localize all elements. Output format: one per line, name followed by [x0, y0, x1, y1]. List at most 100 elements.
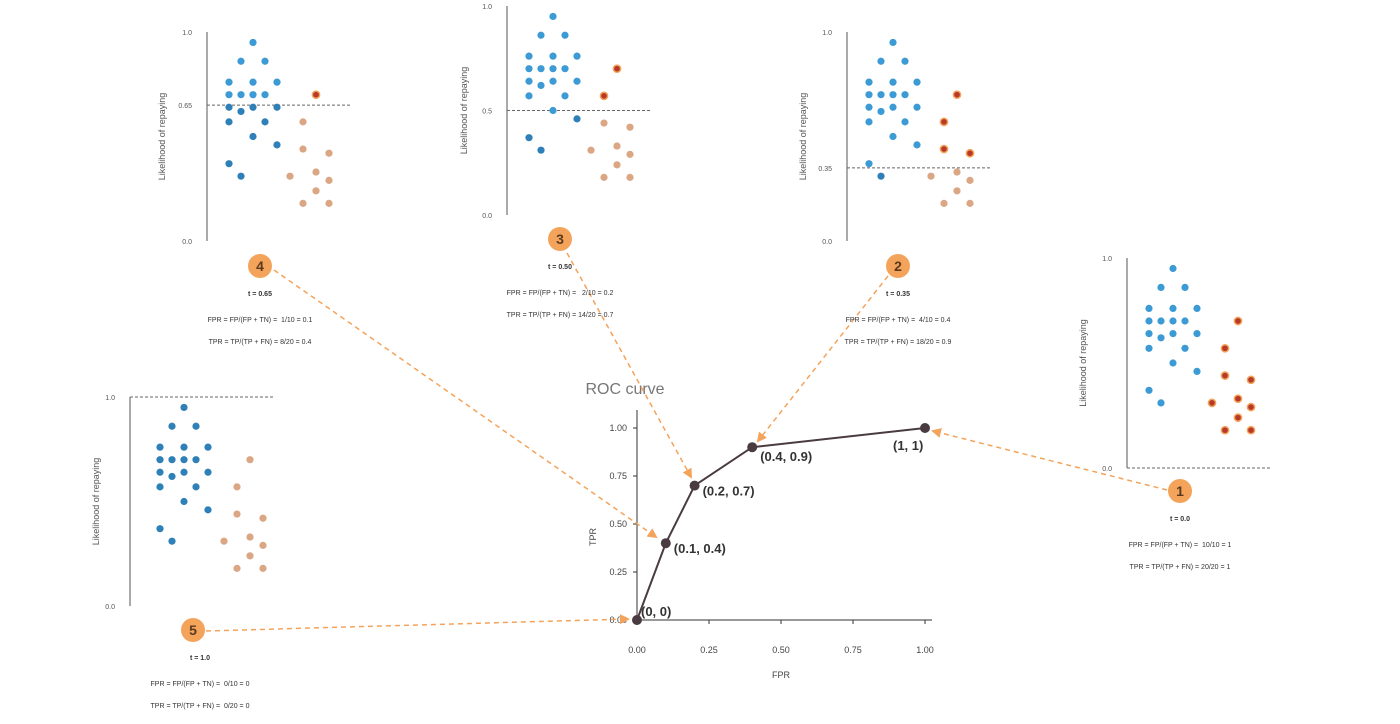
- negative-point: [325, 199, 333, 207]
- threshold-panel-5: Likelihood of repaying 0.0 1.0 5 t = 1.0 FPR …: [91, 395, 275, 710]
- roc-y-label: TPR: [588, 527, 598, 546]
- roc-x-tick-label: 0.00: [628, 645, 646, 655]
- positive-point: [249, 38, 257, 47]
- positive-point: [525, 52, 533, 60]
- positive-point: [168, 422, 176, 430]
- positive-point: [237, 107, 245, 116]
- positive-point: [865, 160, 873, 168]
- positive-point: [168, 537, 176, 545]
- negative-point: [953, 187, 961, 195]
- roc-point-label: (0.1, 0.4): [674, 541, 726, 556]
- positive-point: [549, 65, 557, 73]
- positive-point: [1181, 283, 1189, 291]
- positive-point: [204, 506, 212, 514]
- roc-chart: ROC curve 0.00 0.25 0.50 0.75 1.00 0.00 0.25 0…: [585, 381, 933, 680]
- threshold-panel-3: Likelihood of repaying 1.0 0.0 0.5 3 t = 0.50…: [459, 4, 652, 319]
- positive-point: [877, 107, 885, 116]
- positive-point: [204, 443, 212, 451]
- panel-y-label: Likelihood of repaying: [459, 67, 469, 155]
- positive-point: [1181, 344, 1189, 352]
- positive-point: [889, 38, 897, 47]
- positive-point: [168, 456, 176, 464]
- positive-point: [889, 132, 897, 141]
- positive-point: [1169, 264, 1177, 273]
- roc-y-tick-label: 0.75: [609, 471, 627, 481]
- positive-point: [913, 103, 921, 111]
- positive-point: [865, 91, 873, 99]
- negative-point: [626, 150, 634, 158]
- positive-point: [913, 78, 921, 86]
- positive-point: [537, 81, 545, 90]
- positive-point: [537, 65, 545, 73]
- negative-point: [311, 90, 321, 100]
- fpr-formula: FPR = FP/(FP + TN) = 1/10 = 0.1: [208, 317, 313, 324]
- positive-point: [889, 103, 897, 111]
- negative-point: [626, 173, 634, 181]
- positive-point: [889, 78, 897, 86]
- negative-point: [233, 483, 241, 491]
- positive-point: [261, 57, 269, 65]
- positive-point: [901, 57, 909, 65]
- positive-point: [1181, 317, 1189, 325]
- roc-point: [747, 442, 758, 453]
- roc-x-tick-label: 0.75: [844, 645, 862, 655]
- positive-point: [877, 172, 885, 180]
- roc-point-label: (0.4, 0.9): [760, 449, 812, 464]
- panel-y-label: Likelihood of repaying: [91, 458, 101, 546]
- threshold-panel-4: Likelihood of repaying 1.0 0.0 0.65 4 t = 0.6…: [157, 30, 352, 346]
- positive-point: [1157, 317, 1165, 325]
- positive-point: [225, 160, 233, 168]
- step-badge-number: 1: [1176, 483, 1184, 499]
- positive-point: [168, 472, 176, 481]
- negative-point: [220, 537, 228, 545]
- arrow: [756, 275, 889, 443]
- negative-point: [613, 161, 621, 169]
- negative-point: [246, 552, 254, 560]
- positive-point: [192, 456, 200, 464]
- positive-point: [180, 443, 188, 451]
- negative-point: [600, 173, 608, 181]
- positive-point: [249, 91, 257, 99]
- positive-point: [561, 92, 569, 100]
- positive-point: [156, 456, 164, 464]
- negative-point: [612, 64, 622, 74]
- roc-x-tick-label: 0.25: [700, 645, 718, 655]
- positive-point: [525, 134, 533, 142]
- positive-point: [877, 57, 885, 65]
- step-badge-number: 3: [556, 231, 564, 247]
- positive-point: [573, 115, 581, 123]
- threshold-label: 0.65: [178, 103, 192, 110]
- negative-point: [600, 119, 608, 127]
- roc-point: [689, 480, 700, 491]
- negative-point: [966, 176, 974, 184]
- panel-y-top-label: 1.0: [182, 30, 192, 37]
- positive-point: [1169, 330, 1177, 338]
- panel-y-bottom-label: 0.0: [182, 239, 192, 246]
- positive-point: [1145, 330, 1153, 338]
- arrow: [566, 252, 692, 479]
- roc-point-label: (1, 1): [893, 438, 923, 453]
- positive-point: [525, 92, 533, 100]
- threshold-panel-1: Likelihood of repaying 1.0 0.0 1 t = 0.0 FPR …: [1078, 256, 1272, 571]
- negative-point: [939, 144, 949, 154]
- step-badge-number: 5: [189, 622, 197, 638]
- threshold-value-label: t = 0.35: [886, 291, 910, 298]
- tpr-formula: TPR = TP/(TP + FN) = 14/20 = 0.7: [507, 312, 614, 319]
- negative-point: [233, 510, 241, 518]
- positive-point: [225, 91, 233, 99]
- arrows: [205, 252, 1168, 632]
- positive-point: [865, 103, 873, 111]
- negative-point: [613, 142, 621, 150]
- tpr-formula: TPR = TP/(TP + FN) = 0/20 = 0: [151, 703, 250, 710]
- positive-point: [273, 78, 281, 86]
- threshold-label: 0.35: [818, 166, 832, 173]
- positive-point: [1169, 317, 1177, 325]
- positive-point: [225, 78, 233, 86]
- step-badge: [1168, 479, 1192, 503]
- negative-point: [233, 564, 241, 572]
- negative-point: [587, 146, 595, 154]
- step-badge-number: 4: [256, 258, 264, 274]
- panel-y-bottom-label: 0.0: [482, 213, 492, 220]
- negative-point: [312, 168, 320, 176]
- positive-point: [192, 483, 200, 491]
